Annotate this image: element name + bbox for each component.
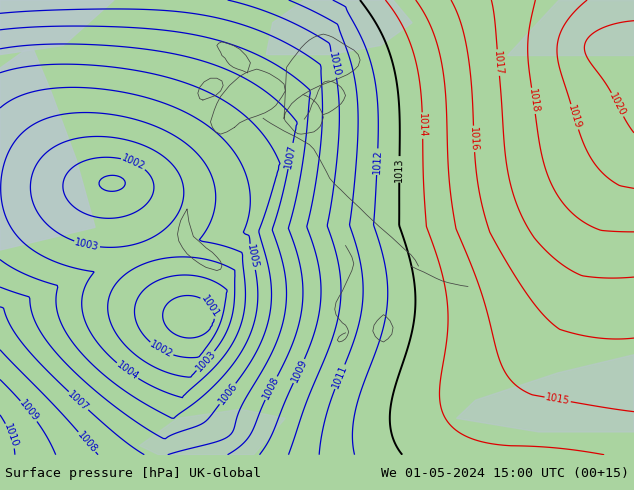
Text: 1009: 1009: [289, 358, 309, 384]
Polygon shape: [507, 0, 634, 54]
Polygon shape: [0, 0, 114, 54]
Text: 1005: 1005: [245, 244, 260, 270]
Text: 1016: 1016: [469, 126, 479, 151]
Text: 1004: 1004: [114, 360, 140, 382]
Text: 1002: 1002: [120, 153, 147, 172]
Polygon shape: [266, 0, 412, 54]
Text: 1010: 1010: [327, 51, 341, 78]
Text: We 01-05-2024 15:00 UTC (00+15): We 01-05-2024 15:00 UTC (00+15): [381, 466, 629, 480]
Text: 1015: 1015: [545, 392, 571, 407]
Text: 1009: 1009: [17, 398, 41, 424]
Text: 1010: 1010: [2, 422, 20, 449]
Text: 1008: 1008: [75, 429, 99, 455]
Text: 1001: 1001: [200, 294, 222, 319]
Text: 1017: 1017: [492, 50, 504, 75]
Text: 1012: 1012: [372, 149, 383, 174]
Polygon shape: [0, 46, 95, 250]
Text: 1003: 1003: [194, 348, 217, 373]
Text: 1007: 1007: [66, 389, 91, 413]
Text: 1003: 1003: [74, 237, 100, 252]
Polygon shape: [456, 355, 634, 432]
Text: 1007: 1007: [283, 143, 298, 169]
Text: 1002: 1002: [148, 340, 174, 360]
Text: 1019: 1019: [566, 104, 583, 130]
Text: 1006: 1006: [216, 381, 239, 407]
Text: 1011: 1011: [330, 364, 349, 390]
Text: 1018: 1018: [527, 88, 540, 114]
Polygon shape: [139, 409, 285, 455]
Text: 1014: 1014: [417, 113, 428, 138]
Text: 1013: 1013: [394, 157, 404, 182]
Text: Surface pressure [hPa] UK-Global: Surface pressure [hPa] UK-Global: [5, 466, 261, 480]
Text: 1008: 1008: [261, 375, 281, 401]
Text: 1020: 1020: [607, 92, 628, 118]
